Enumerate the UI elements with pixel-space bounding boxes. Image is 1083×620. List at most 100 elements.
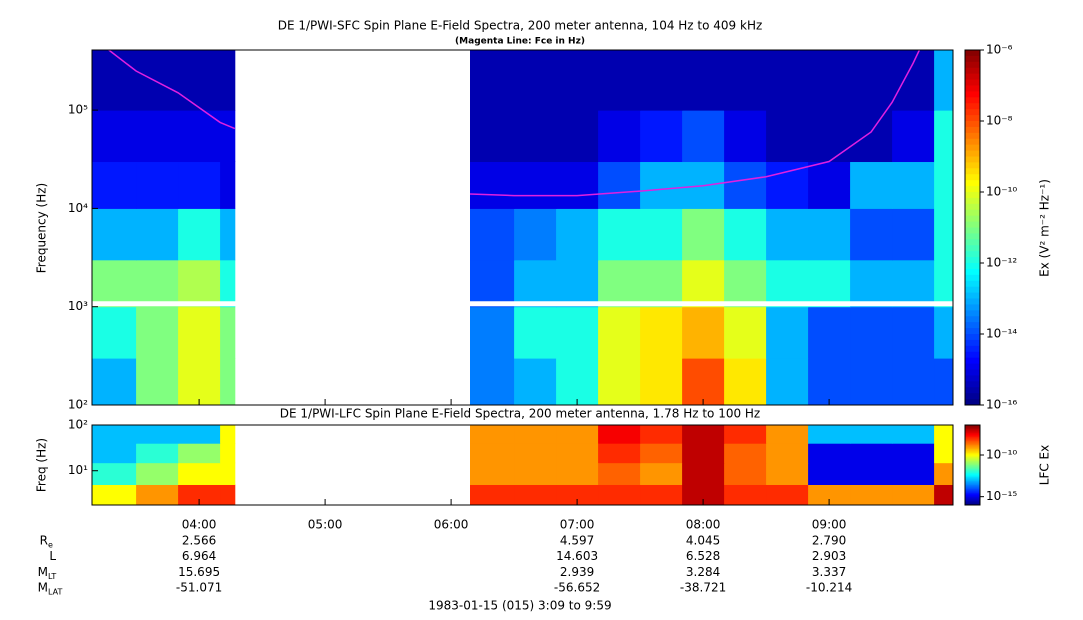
heatmap-cell [598,358,641,406]
ephemeris-label-sub: LT [48,572,56,581]
heatmap-cell [136,50,179,111]
heatmap-cell [640,484,683,506]
heatmap-cell [808,462,851,485]
heatmap-cell [92,50,137,111]
colorbar-stripe [965,430,980,433]
heatmap-cell [640,208,683,261]
colorbar-stripe [965,439,980,442]
heatmap-cell [850,484,893,506]
ephemeris-value: -51.071 [176,581,222,595]
heatmap-cell [766,425,809,444]
heatmap-cell [934,306,954,359]
colorbar-stripe [965,345,980,353]
colorbar-stripe [965,435,980,438]
heatmap-cell [178,484,221,506]
colorbar-stripe [965,450,980,453]
heatmap-cell [136,208,179,261]
colorbar-stripe [965,286,980,294]
colorbar-stripe [965,328,980,335]
colorbar-stripe [965,462,980,465]
heatmap-cell [766,161,809,209]
colorbar-stripe [965,465,980,467]
colorbar-label: LFC Ex [1038,445,1052,485]
x-axis-label: 1983-01-15 (015) 3:09 to 9:59 [428,599,611,613]
heatmap-cell [892,50,935,111]
colorbar-stripe [965,109,980,116]
colorbar-stripe [965,451,980,454]
heatmap-cell [808,50,851,111]
x-tick-label: 09:00 [812,518,847,532]
colorbar-stripe [965,467,980,470]
colorbar-stripe [965,55,980,63]
colorbar-stripe [965,494,980,497]
ephemeris-value: 14.603 [556,549,598,563]
heatmap-cell [514,358,557,406]
heatmap-cell [934,358,954,406]
heatmap-cell [470,484,515,506]
colorbar-stripe [965,174,980,181]
colorbar-stripe [965,67,980,75]
heatmap-cell [724,358,767,406]
colorbar-stripe [965,138,980,146]
y-tick-label: 10² [68,418,88,432]
heatmap-cell [220,425,236,444]
colorbar-stripe [965,498,980,501]
heatmap-cell [682,306,725,359]
colorbar-stripe [965,298,980,305]
colorbar-stripe [965,387,980,394]
colorbar-stripe [965,497,980,499]
heatmap-cell [220,110,236,163]
x-tick-label: 05:00 [308,518,343,532]
heatmap-cell [808,161,851,209]
ephemeris-value: 15.695 [178,565,220,579]
heatmap-cell [556,50,599,111]
colorbar-stripe [965,487,980,490]
x-tick-label: 04:00 [182,518,217,532]
y-tick-label: 10⁵ [68,103,88,117]
colorbar-stripe [965,483,980,486]
heatmap-cell [470,259,515,308]
heatmap-cell [92,425,137,444]
heatmap-cell [178,443,221,464]
heatmap-cell [892,358,935,406]
colorbar-stripe [965,381,980,388]
heatmap-cell [934,425,954,444]
colorbar-stripe [965,425,980,427]
heatmap-cell [724,306,767,359]
heatmap-cell [640,259,683,308]
y-tick-label: 10² [68,398,88,412]
heatmap-cell [178,161,221,209]
heatmap-cell [808,484,851,506]
ephemeris-value: -10.214 [806,581,852,595]
heatmap-cell [178,110,221,163]
heatmap-cell [724,462,767,485]
heatmap-cell [808,259,851,308]
heatmap-cell [470,110,515,163]
heatmap-cell [640,50,683,111]
heatmap-cell [556,306,599,359]
heatmap-cell [766,50,809,111]
colorbar-stripe [965,502,980,505]
heatmap-cell [556,462,599,485]
ephemeris-value: 6.528 [686,549,720,563]
colorbar-stripe [965,491,980,494]
heatmap-cell [640,425,683,444]
heatmap-cell [766,208,809,261]
heatmap-cell [850,259,893,308]
heatmap-cell [220,484,236,506]
panel-title: DE 1/PWI-LFC Spin Plane E-Field Spectra,… [280,407,760,421]
colorbar-stripe [965,442,980,445]
colorbar-stripe [965,393,980,400]
heatmap-cell [92,462,137,485]
colorbar-stripe [965,455,980,458]
ephemeris-value: 2.790 [812,534,846,548]
heatmap-cell [556,443,599,464]
heatmap-cell [934,484,954,506]
heatmap-cell [766,306,809,359]
colorbar-stripe [965,441,980,443]
heatmap-cell [850,306,893,359]
colorbar-stripe [965,268,980,276]
colorbar-stripe [965,150,980,157]
colorbar-frame [964,49,981,406]
heatmap-cell [598,259,641,308]
